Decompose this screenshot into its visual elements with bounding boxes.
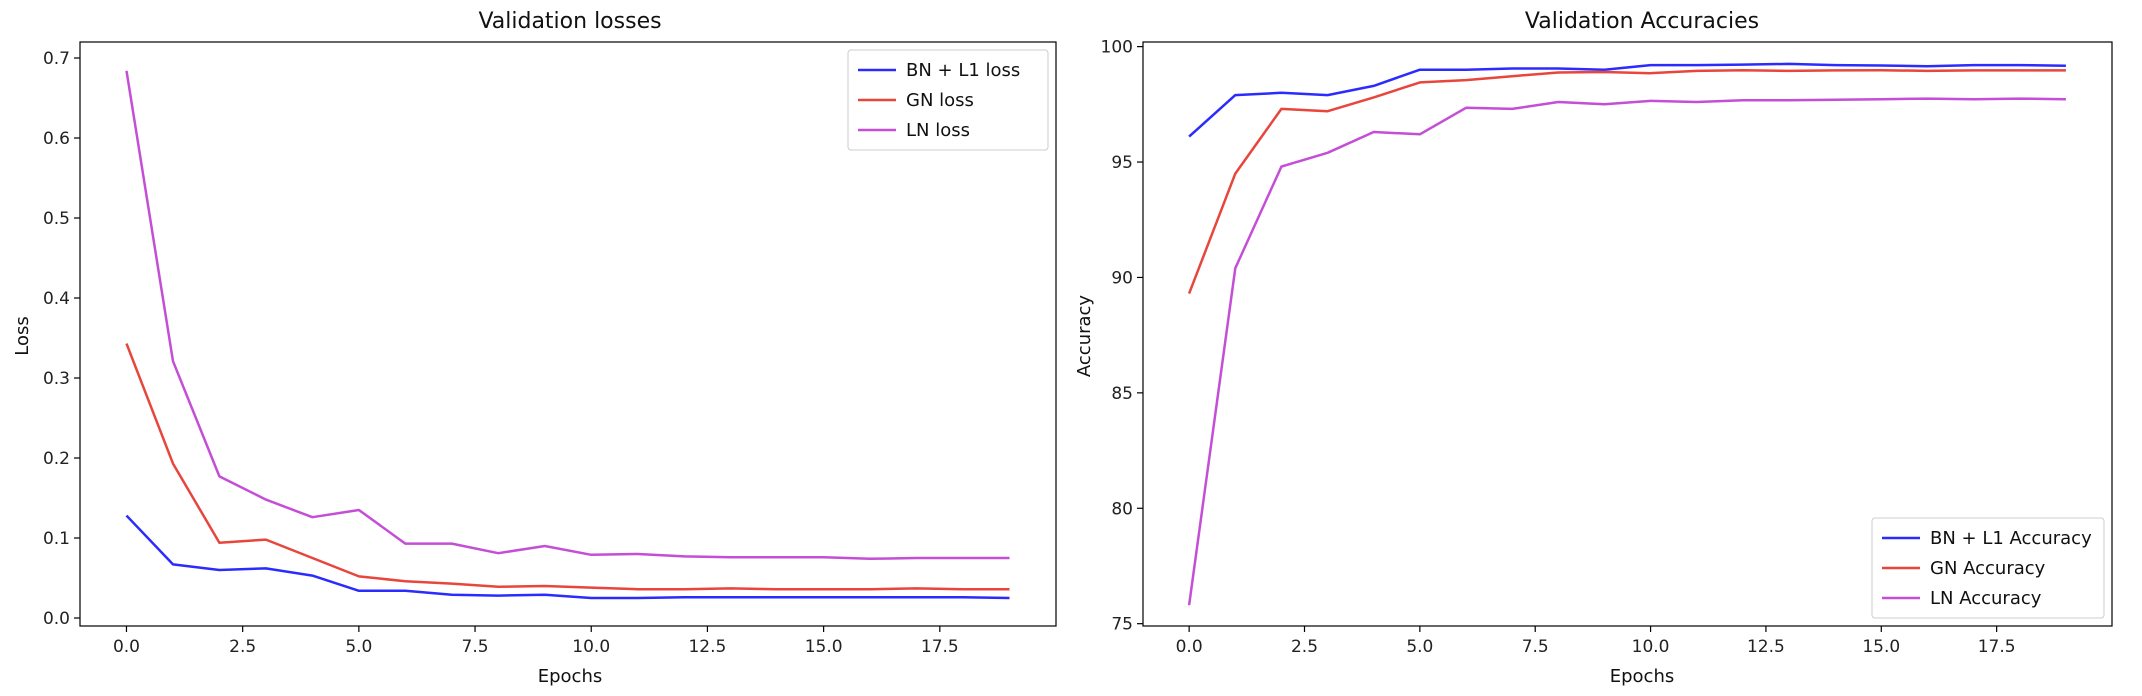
x-tick-label: 10.0 bbox=[1632, 637, 1670, 657]
x-tick-label: 2.5 bbox=[229, 637, 256, 657]
x-tick-label: 7.5 bbox=[462, 637, 489, 657]
x-tick-label: 17.5 bbox=[921, 637, 959, 657]
y-tick-label: 100 bbox=[1101, 38, 1133, 58]
x-tick-label: 2.5 bbox=[1291, 637, 1318, 657]
y-tick-label: 85 bbox=[1111, 384, 1133, 404]
x-tick-label: 0.0 bbox=[113, 637, 140, 657]
legend-box bbox=[847, 49, 1049, 151]
y-tick-label: 0.4 bbox=[43, 289, 70, 309]
legend-label: GN Accuracy bbox=[1930, 558, 2046, 579]
legend: BN + L1 Accuracy GN Accuracy LN Accuracy bbox=[1871, 517, 2105, 619]
x-axis-label: Epochs bbox=[1610, 666, 1675, 687]
x-tick-label: 5.0 bbox=[345, 637, 372, 657]
y-axis-label: Accuracy bbox=[1074, 295, 1095, 378]
x-axis-label: Epochs bbox=[538, 666, 603, 687]
x-tick-label: 15.0 bbox=[1862, 637, 1900, 657]
series-line-1 bbox=[125, 514, 1010, 600]
y-tick-label: 0.7 bbox=[43, 49, 70, 69]
y-tick-label: 0.3 bbox=[43, 369, 70, 389]
legend-box bbox=[1871, 517, 2105, 619]
series-line-3 bbox=[125, 70, 1010, 561]
x-tick-label: 7.5 bbox=[1522, 637, 1549, 657]
legend-label: BN + L1 Accuracy bbox=[1930, 528, 2092, 549]
plot-area: 0.0 2.5 5.0 7.5 10.0 12.5 15.0 17.5 75 80 85 90 95 10… bbox=[1101, 38, 2113, 657]
series-line-1 bbox=[1188, 62, 2066, 138]
x-tick-label: 17.5 bbox=[1978, 637, 2016, 657]
y-tick-label: 0.5 bbox=[43, 209, 70, 229]
y-tick-label: 95 bbox=[1111, 153, 1133, 173]
axes-frame bbox=[79, 41, 1057, 627]
legend-label: LN loss bbox=[906, 120, 970, 141]
plot-area: 0.0 2.5 5.0 7.5 10.0 12.5 15.0 17.5 0.0 0.1 0.2 0.3… bbox=[43, 41, 1057, 657]
axes-frame bbox=[1142, 41, 2113, 627]
legend-label: BN + L1 loss bbox=[906, 60, 1020, 81]
x-tick-label: 0.0 bbox=[1176, 637, 1203, 657]
y-tick-label: 0.0 bbox=[43, 609, 70, 629]
series-line-2 bbox=[125, 343, 1010, 591]
y-tick-label: 90 bbox=[1111, 268, 1133, 288]
validation-accuracies-panel: Validation Accuracies Epochs Accuracy 0.… bbox=[1074, 9, 2113, 687]
chart-title: Validation losses bbox=[478, 9, 661, 34]
series-line-2 bbox=[1187, 68, 2066, 295]
y-tick-label: 75 bbox=[1111, 615, 1133, 635]
legend-label: LN Accuracy bbox=[1930, 588, 2042, 609]
y-tick-label: 0.1 bbox=[43, 529, 70, 549]
x-tick-label: 5.0 bbox=[1406, 637, 1433, 657]
y-tick-label: 0.2 bbox=[43, 449, 70, 469]
legend-label: GN loss bbox=[906, 90, 974, 111]
series-line-3 bbox=[1187, 97, 2066, 606]
y-tick-label: 0.6 bbox=[43, 129, 70, 149]
y-axis-label: Loss bbox=[12, 316, 33, 355]
x-tick-label: 10.0 bbox=[572, 637, 610, 657]
validation-losses-panel: Validation losses Epochs Loss 0.0 2.5 5.0 7… bbox=[12, 9, 1057, 687]
y-tick-label: 80 bbox=[1111, 499, 1133, 519]
x-tick-label: 15.0 bbox=[805, 637, 843, 657]
x-tick-label: 12.5 bbox=[1747, 637, 1785, 657]
x-tick-label: 12.5 bbox=[688, 637, 726, 657]
legend: BN + L1 loss GN loss LN loss bbox=[847, 49, 1049, 151]
chart-title: Validation Accuracies bbox=[1525, 9, 1759, 34]
